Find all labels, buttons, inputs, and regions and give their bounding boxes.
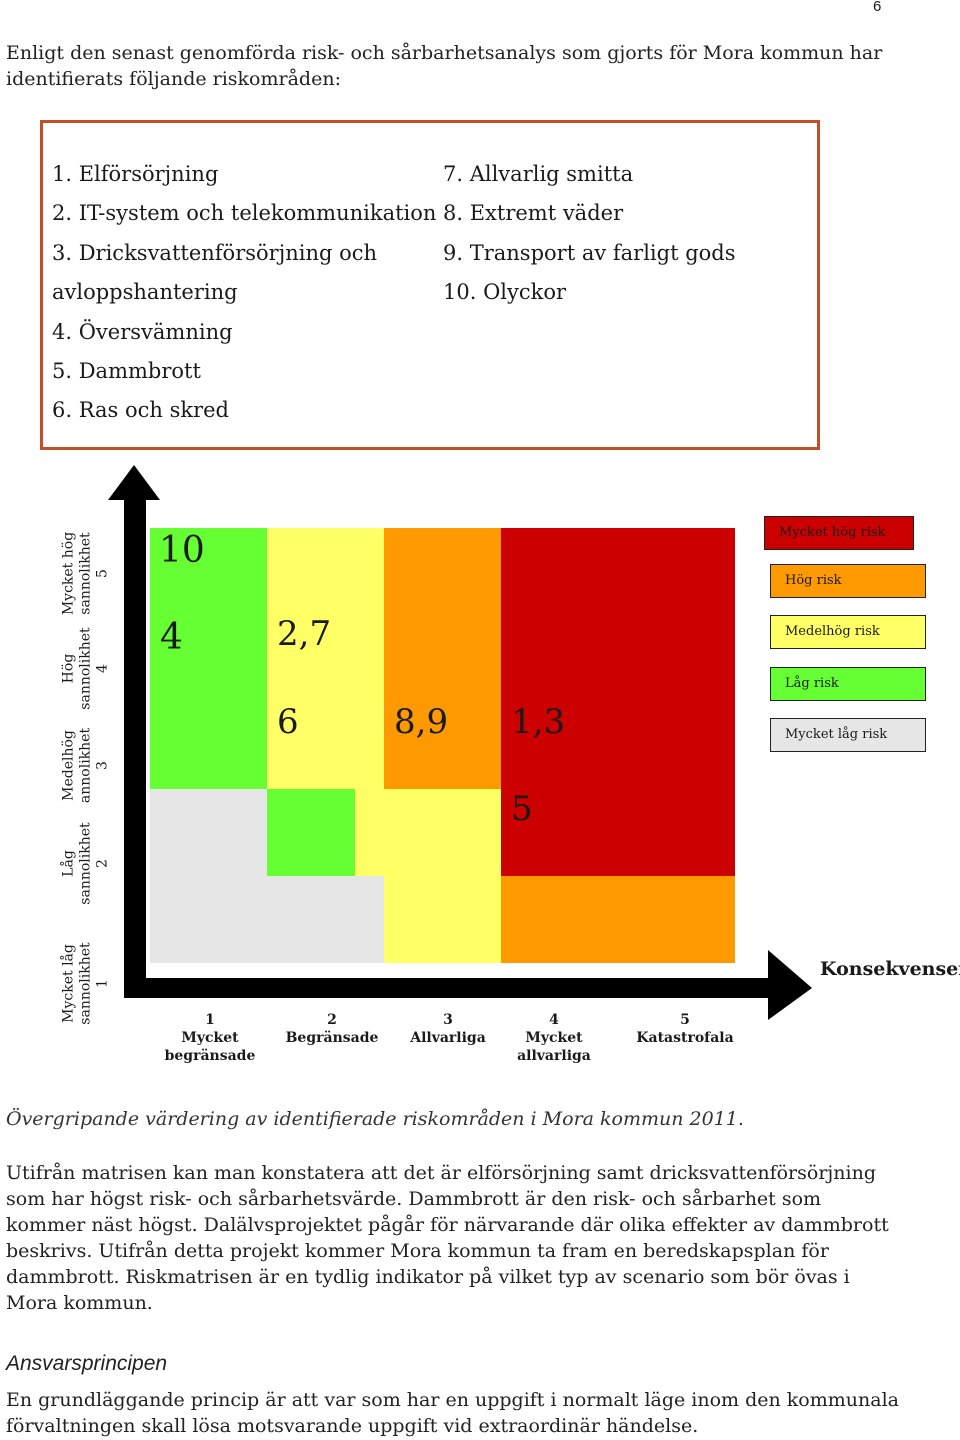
- risk-area-item: 10. Olyckor: [443, 280, 567, 305]
- risk-areas-left-column: 1. Elförsörjning 2. IT-system och teleko…: [52, 155, 436, 431]
- x-axis-arrow-icon: [124, 950, 812, 1020]
- y-label-level-4: Hög sannolikhet 4: [60, 627, 111, 710]
- y-label-level-1: Mycket låg sannolikhet 1: [60, 942, 111, 1025]
- matrix-axes: [108, 465, 812, 1020]
- y-label-level-5: Mycket hög sannolikhet 5: [60, 531, 111, 616]
- risk-areas-right-column: 7. Allvarlig smitta 8. Extremt väder 9. …: [443, 155, 736, 313]
- x-label-level-3: 3 Allvarliga: [410, 1012, 486, 1046]
- risk-area-item: avloppshantering: [52, 280, 238, 305]
- section-heading: Ansvarsprincipen: [6, 1352, 168, 1375]
- legend-medium-high-risk: Medelhög risk: [770, 615, 926, 649]
- risk-areas-box: [40, 120, 820, 450]
- legend-very-high-risk: Mycket hög risk: [764, 516, 914, 550]
- legend-high-risk: Hög risk: [770, 564, 926, 598]
- risk-area-item: 2. IT-system och telekommunikation: [52, 201, 437, 226]
- risk-area-item: 4. Översvämning: [52, 319, 233, 344]
- x-label-level-4: 4 Mycket allvarliga: [517, 1012, 591, 1064]
- y-label-level-2: Låg sannolikhet 2: [60, 822, 111, 905]
- x-label-level-1: 1 Mycket begränsade: [164, 1012, 256, 1064]
- x-label-level-5: 5 Katastrofala: [636, 1012, 734, 1046]
- risk-area-item: 3. Dricksvattenförsörjning och: [52, 240, 378, 265]
- body-paragraph: Utifrån matrisen kan man konstatera att …: [6, 1162, 889, 1314]
- risk-area-item: 6. Ras och skred: [52, 398, 229, 423]
- figure-caption: Övergripande värdering av identifierade …: [6, 1108, 744, 1130]
- risk-area-item: 5. Dammbrott: [52, 359, 201, 384]
- intro-paragraph: Enligt den senast genomförda risk- och s…: [6, 42, 883, 90]
- x-axis-title: Konsekvenser: [820, 958, 960, 980]
- risk-area-item: 7. Allvarlig smitta: [443, 162, 634, 186]
- y-axis-arrow-icon: [108, 465, 160, 998]
- page-number: 6: [873, 0, 882, 15]
- y-label-level-3: Medelhög annolikhet 3: [60, 727, 111, 804]
- risk-area-item: 9. Transport av farligt gods: [443, 240, 736, 265]
- closing-paragraph: En grundläggande princip är att var som …: [6, 1389, 899, 1437]
- legend-low-risk: Låg risk: [770, 667, 926, 701]
- risk-area-item: 1. Elförsörjning: [52, 162, 219, 186]
- legend-very-low-risk: Mycket låg risk: [770, 718, 926, 752]
- risk-area-item: 8. Extremt väder: [443, 201, 624, 226]
- x-label-level-2: 2 Begränsade: [285, 1012, 379, 1046]
